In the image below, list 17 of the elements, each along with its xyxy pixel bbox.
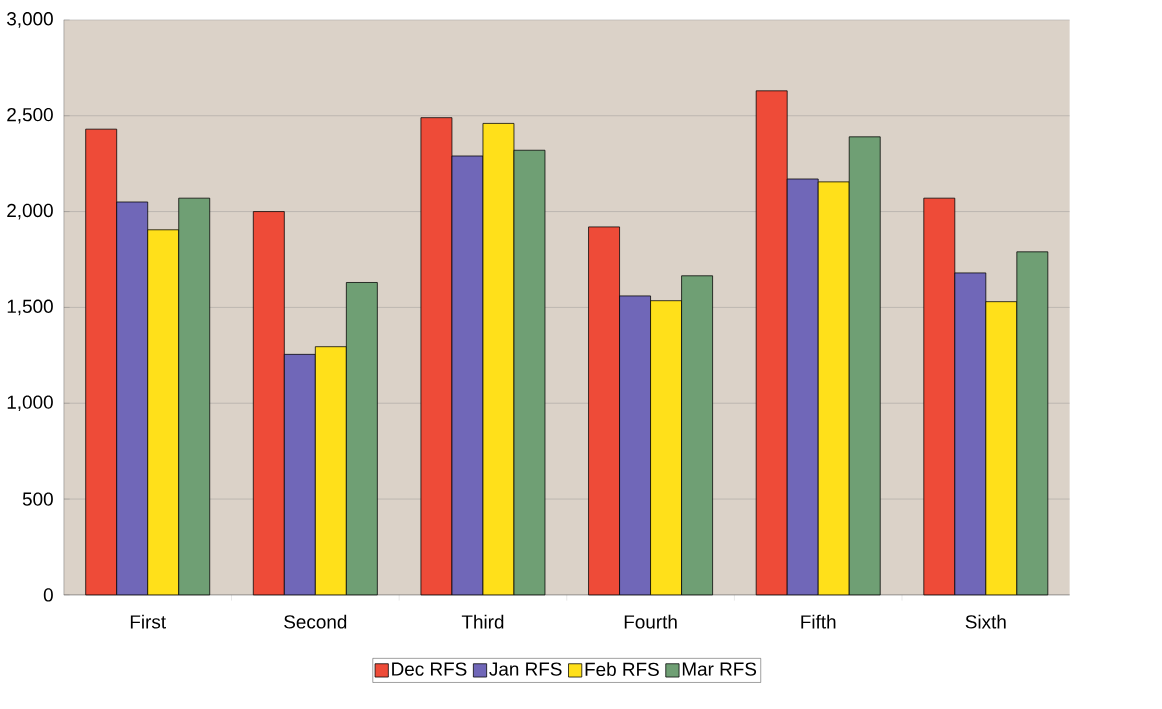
- y-tick-label: 3,000: [7, 12, 53, 28]
- x-tick-label: Fifth: [801, 614, 836, 629]
- x-tick-label: First: [130, 614, 166, 629]
- y-tick-label: 2,500: [7, 108, 53, 124]
- x-tick-label: Second: [284, 614, 347, 629]
- y-tick-label: 500: [22, 492, 53, 506]
- legend-label: Dec RFS: [392, 662, 467, 676]
- x-tick-label: Fourth: [624, 614, 677, 629]
- y-tick-label: 1,000: [7, 395, 53, 412]
- legend-label: Feb RFS: [585, 662, 659, 677]
- y-tick-label: 2,000: [7, 203, 53, 220]
- y-tick-label: 0: [43, 588, 53, 602]
- x-tick-label: Sixth: [965, 614, 1006, 629]
- legend-label: Jan RFS: [489, 662, 562, 676]
- y-tick-label: 1,500: [7, 299, 53, 316]
- legend-label: Mar RFS: [682, 662, 757, 676]
- x-tick-label: Third: [461, 614, 504, 629]
